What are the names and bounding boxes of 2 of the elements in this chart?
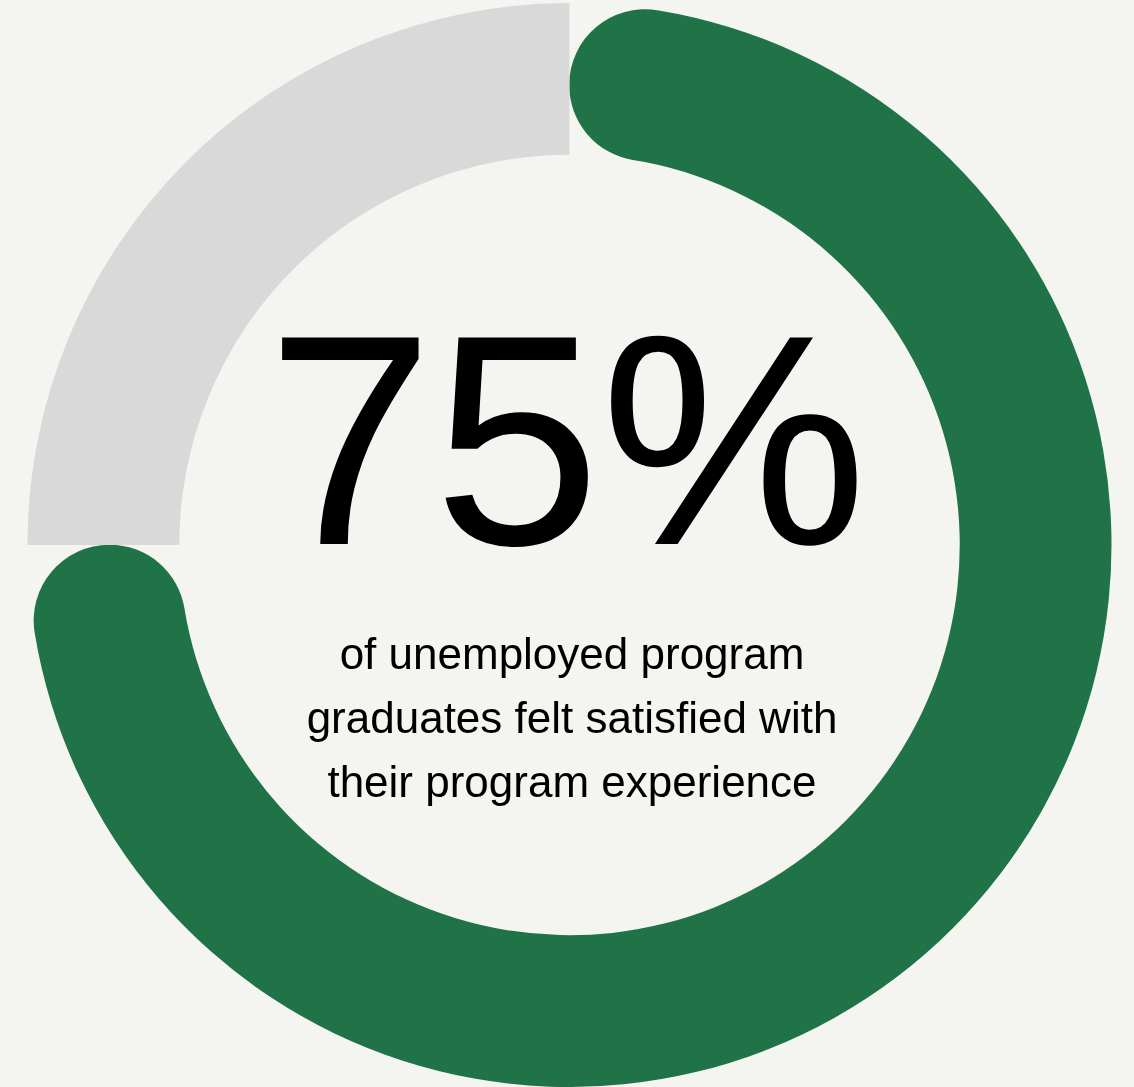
text: of unemployed program graduates felt satisfied with their program experience [305,628,839,808]
data-label: 75% [265,272,869,608]
